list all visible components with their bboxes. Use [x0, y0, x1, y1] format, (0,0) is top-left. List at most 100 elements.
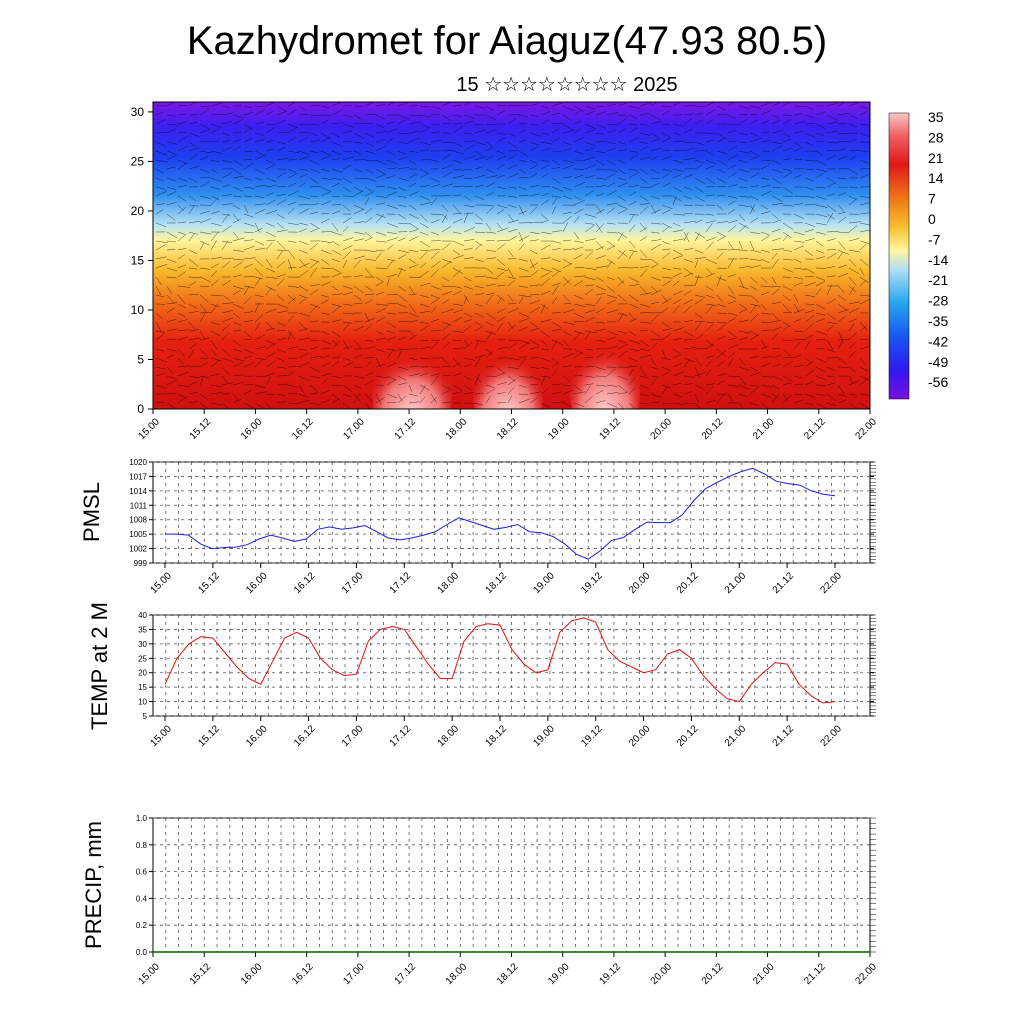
- wind-vector: [353, 177, 366, 180]
- precip-panel: 0.00.20.40.60.81.0 15.00 15.12 16.00 16.12 1…: [81, 814, 879, 987]
- wind-vector: [628, 153, 640, 161]
- wind-vector: [837, 192, 847, 197]
- wind-vector: [331, 258, 340, 262]
- wind-vector: [452, 339, 462, 342]
- wind-vector: [430, 213, 442, 216]
- pmsl-ytick-label: 1020: [129, 458, 147, 467]
- wind-vector: [837, 294, 846, 301]
- wind-vector: [320, 240, 332, 244]
- wind-vector: [859, 132, 870, 138]
- wind-vector: [749, 258, 762, 261]
- wind-vector: [771, 119, 781, 125]
- wind-vector: [771, 312, 779, 320]
- wind-vector: [375, 303, 388, 306]
- wind-vector: [639, 348, 651, 352]
- wind-vector: [518, 210, 527, 215]
- wind-vector: [243, 257, 256, 260]
- wind-vector: [155, 294, 165, 298]
- wind-vector: [441, 154, 451, 161]
- wind-vector: [694, 321, 703, 332]
- wind-vector: [782, 119, 792, 125]
- wind-vector: [430, 268, 440, 278]
- wind-vector: [342, 140, 353, 143]
- wind-vector: [705, 102, 715, 107]
- wind-vector: [650, 314, 660, 323]
- wind-vector: [650, 156, 659, 161]
- wind-vector: [815, 384, 826, 386]
- wind-vector: [738, 159, 748, 163]
- wind-vector: [265, 376, 272, 386]
- temp-xtick-label: 16.00: [244, 723, 270, 749]
- wind-vector: [518, 231, 523, 242]
- wind-vector: [848, 286, 855, 296]
- wind-vector: [199, 294, 209, 303]
- wind-vector: [826, 266, 835, 269]
- wind-vector: [375, 363, 386, 368]
- wind-vector: [749, 276, 758, 284]
- wind-vector: [650, 244, 662, 251]
- wind-vector: [617, 294, 627, 302]
- wind-vector: [397, 102, 410, 107]
- wind-vector: [804, 267, 815, 274]
- wind-vector: [155, 276, 162, 286]
- cs-ytick-label: 15: [131, 253, 145, 267]
- wind-vector: [859, 195, 870, 199]
- wind-vector: [342, 156, 355, 161]
- wind-vector: [804, 229, 814, 233]
- wind-vector: [749, 150, 759, 156]
- wind-vector: [749, 172, 760, 179]
- wind-vector: [320, 119, 329, 125]
- wind-vector: [606, 337, 616, 341]
- wind-vector: [177, 303, 186, 309]
- wind-vector: [540, 213, 548, 220]
- wind-vector: [177, 177, 188, 182]
- wind-vector: [276, 199, 287, 206]
- wind-vector: [474, 129, 487, 134]
- wind-vector: [727, 164, 736, 170]
- wind-vector: [298, 228, 308, 233]
- wind-vector: [496, 258, 506, 267]
- wind-vector: [628, 249, 638, 253]
- wind-vector: [562, 384, 572, 387]
- wind-vector: [793, 113, 803, 116]
- wind-vector: [342, 345, 353, 350]
- wind-vector: [298, 156, 309, 161]
- colorbar-label: 0: [928, 211, 936, 227]
- wind-vector: [276, 222, 285, 229]
- wind-vector: [551, 267, 562, 273]
- wind-vector: [419, 195, 430, 201]
- wind-vector: [265, 276, 278, 279]
- wind-vector: [617, 102, 628, 107]
- wind-vector: [397, 195, 407, 198]
- wind-vector: [683, 118, 692, 125]
- wind-vector: [738, 132, 749, 136]
- wind-vector: [859, 294, 870, 297]
- wind-vector: [859, 267, 865, 276]
- wind-vector: [342, 204, 351, 212]
- wind-vector: [815, 140, 825, 143]
- wind-vector: [221, 132, 230, 136]
- warm-core-2: [473, 347, 543, 409]
- wind-vector: [749, 294, 759, 303]
- wind-vector: [859, 105, 869, 110]
- wind-vector: [419, 310, 430, 314]
- wind-vector: [408, 130, 420, 134]
- wind-vector: [441, 384, 451, 389]
- wind-vector: [474, 375, 482, 383]
- wind-vector: [331, 132, 340, 138]
- wind-vector: [584, 316, 596, 323]
- wind-vector: [771, 168, 784, 174]
- wind-vector: [375, 114, 385, 120]
- wind-vector: [727, 312, 738, 316]
- wind-vector: [474, 285, 484, 289]
- wind-vector: [485, 182, 496, 188]
- wind-vector: [727, 114, 736, 120]
- wind-vector: [639, 285, 649, 295]
- wind-vector: [287, 190, 299, 197]
- wind-vector: [562, 389, 573, 395]
- wind-vector: [804, 195, 815, 199]
- wind-vector: [672, 238, 685, 242]
- wind-vector: [540, 186, 551, 188]
- wind-vector: [804, 132, 817, 138]
- wind-vector: [793, 330, 804, 333]
